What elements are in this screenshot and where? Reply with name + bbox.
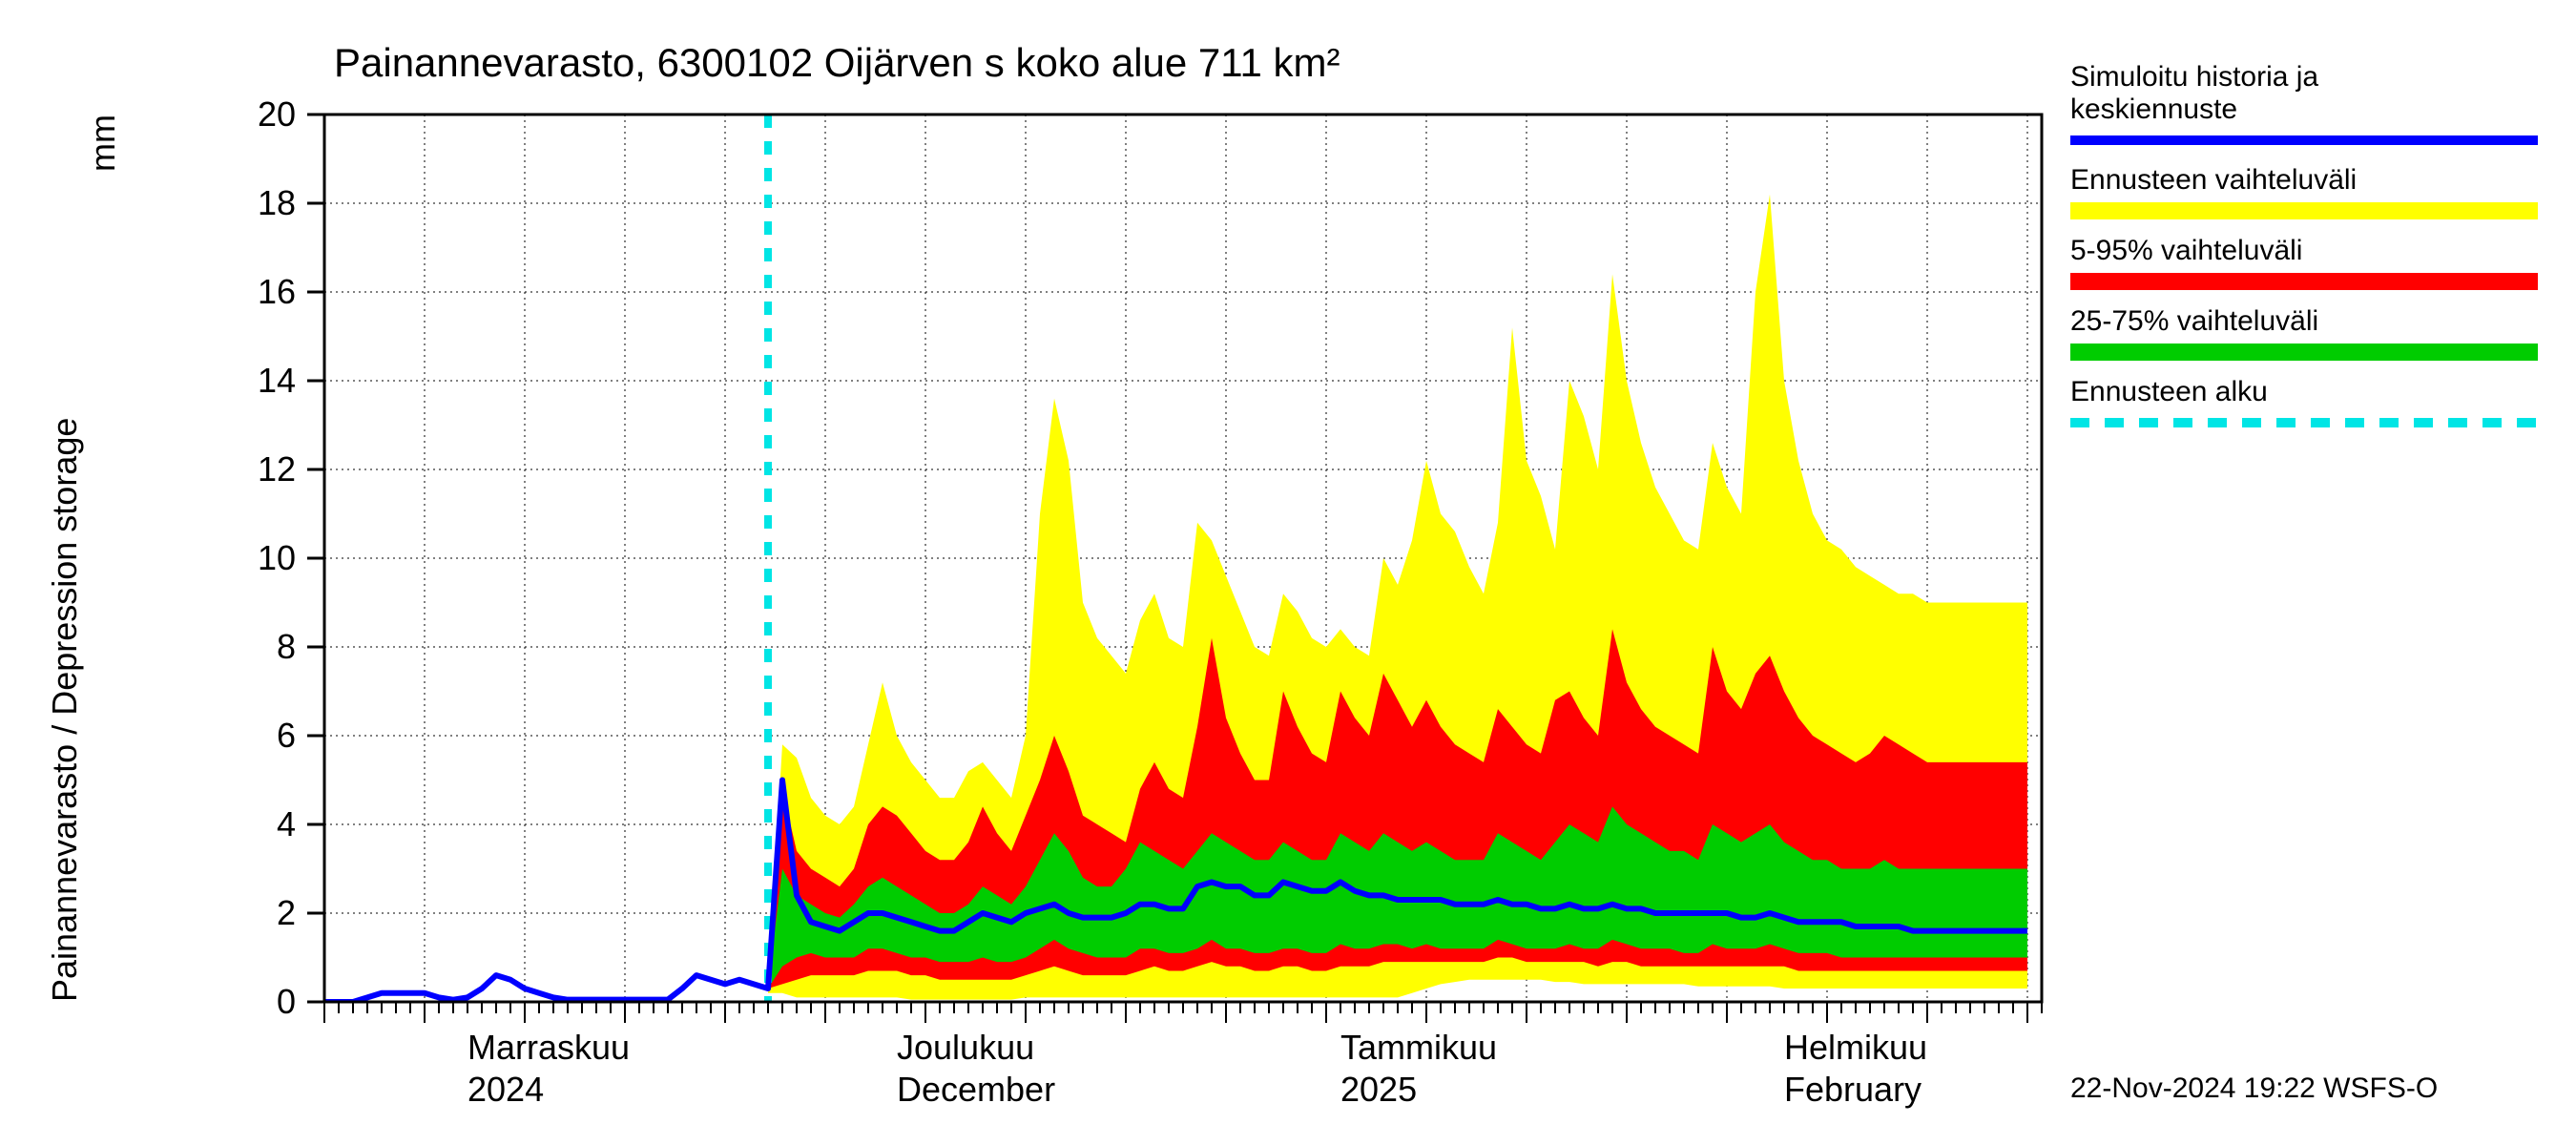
x-tick-label-top: Tammikuu [1340,1028,1497,1067]
chart-title: Painannevarasto, 6300102 Oijärven s koko… [334,40,1340,85]
legend-swatch [2070,273,2538,290]
y-tick-label: 8 [277,627,296,666]
x-tick-label-top: Joulukuu [897,1028,1034,1067]
x-tick-label-bottom: December [897,1070,1055,1109]
y-tick-label: 14 [258,361,296,400]
y-tick-label: 20 [258,94,296,134]
depression-storage-chart: 0 2 4 6 8 10 12 14 16 18 20 Marraskuu2024 JoulukuuDe… [0,0,2576,1145]
legend-label: 25-75% vaihteluväli [2070,305,2318,337]
legend-label: 5-95% vaihteluväli [2070,235,2302,266]
y-tick-label: 18 [258,183,296,222]
y-tick-label: 2 [277,893,296,932]
x-tick-label-top: Marraskuu [467,1028,630,1067]
legend-swatch [2070,344,2538,361]
y-tick-label: 16 [258,272,296,311]
x-tick-label-top: Helmikuu [1784,1028,1927,1067]
legend-swatch [2070,202,2538,219]
chart-footer: 22-Nov-2024 19:22 WSFS-O [2070,1072,2438,1104]
x-tick-label-bottom: February [1784,1070,1922,1109]
y-tick-label: 12 [258,449,296,489]
y-tick-label: 0 [277,982,296,1021]
legend-label: Simuloitu historia ja [2070,61,2318,93]
y-tick-label: 4 [277,804,296,843]
legend-label: Ennusteen vaihteluväli [2070,164,2357,196]
y-tick-label: 6 [277,716,296,755]
x-tick-label-bottom: 2024 [467,1070,544,1109]
y-axis-label: Painannevarasto / Depression storage [45,418,84,1002]
legend-label: keskiennuste [2070,94,2237,125]
y-axis-unit: mm [83,114,122,172]
y-tick-label: 10 [258,538,296,577]
x-tick-label-bottom: 2025 [1340,1070,1417,1109]
legend-label: Ennusteen alku [2070,376,2268,407]
